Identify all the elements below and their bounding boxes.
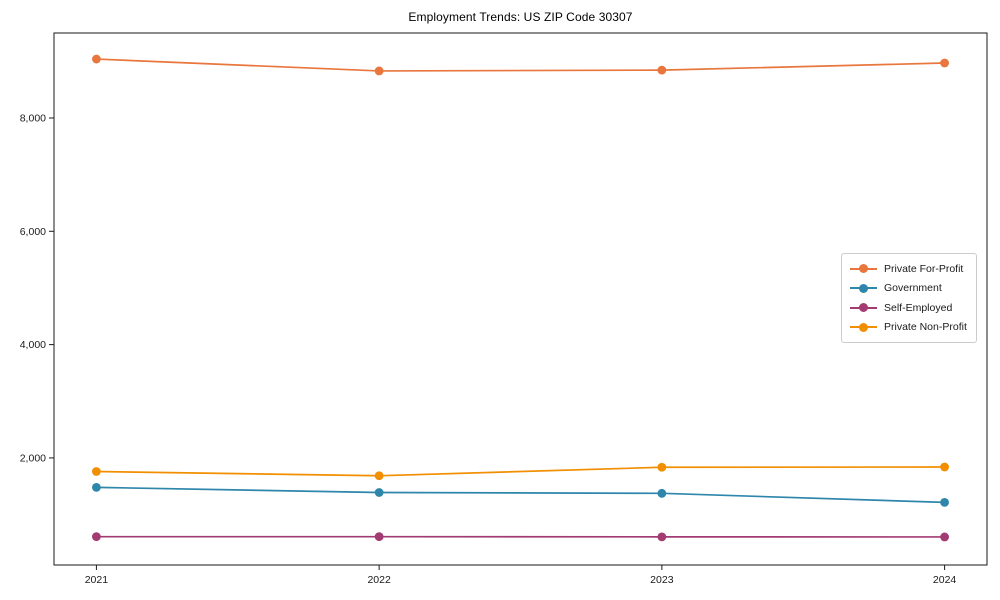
legend-label: Private Non-Profit	[884, 321, 967, 334]
series-line-government	[96, 486, 945, 504]
data-point-self-employed	[374, 532, 384, 542]
x-tick-label: 2021	[85, 574, 109, 586]
axes-frame	[53, 32, 988, 566]
data-point-private-for-profit	[657, 65, 667, 75]
legend-marker-icon	[850, 322, 877, 332]
data-point-private-non-profit	[657, 462, 667, 472]
data-point-self-employed	[940, 532, 949, 542]
y-tick-label: 6,000	[20, 226, 46, 238]
y-tick-label: 2,000	[20, 452, 46, 464]
legend-label: Self-Employed	[884, 301, 953, 314]
data-point-self-employed	[657, 532, 667, 542]
data-point-private-for-profit	[374, 66, 384, 76]
data-point-private-non-profit	[374, 471, 384, 481]
legend-marker-icon	[850, 303, 877, 313]
data-point-private-non-profit	[92, 467, 101, 476]
data-point-private-for-profit	[92, 54, 101, 64]
legend: Private For-Profit Government Self-Employe…	[841, 253, 977, 343]
y-tick-label: 8,000	[20, 112, 46, 124]
data-point-government	[92, 482, 101, 492]
legend-item-private-for-profit: Private For-Profit	[850, 259, 968, 279]
legend-item-self-employed: Self-Employed	[850, 298, 968, 318]
legend-marker-icon	[850, 283, 877, 293]
x-tick-label: 2024	[933, 574, 957, 586]
legend-label: Private For-Profit	[884, 262, 964, 275]
data-point-government	[374, 488, 384, 497]
legend-item-government: Government	[850, 279, 968, 299]
x-tick-label: 2023	[650, 574, 674, 586]
data-point-self-employed	[92, 532, 101, 542]
series-line-private-for-profit	[96, 58, 945, 72]
y-tick-label: 4,000	[20, 339, 46, 351]
data-point-private-for-profit	[940, 58, 949, 68]
legend-marker-icon	[850, 264, 877, 274]
legend-label: Government	[884, 282, 942, 295]
chart-title: Employment Trends: US ZIP Code 30307	[408, 10, 633, 24]
legend-item-private-non-profit: Private Non-Profit	[850, 318, 968, 338]
data-point-government	[940, 497, 949, 507]
data-point-private-non-profit	[940, 462, 949, 472]
series-line-private-non-profit	[96, 466, 945, 477]
x-tick-label: 2022	[367, 574, 391, 586]
data-point-government	[657, 488, 667, 498]
